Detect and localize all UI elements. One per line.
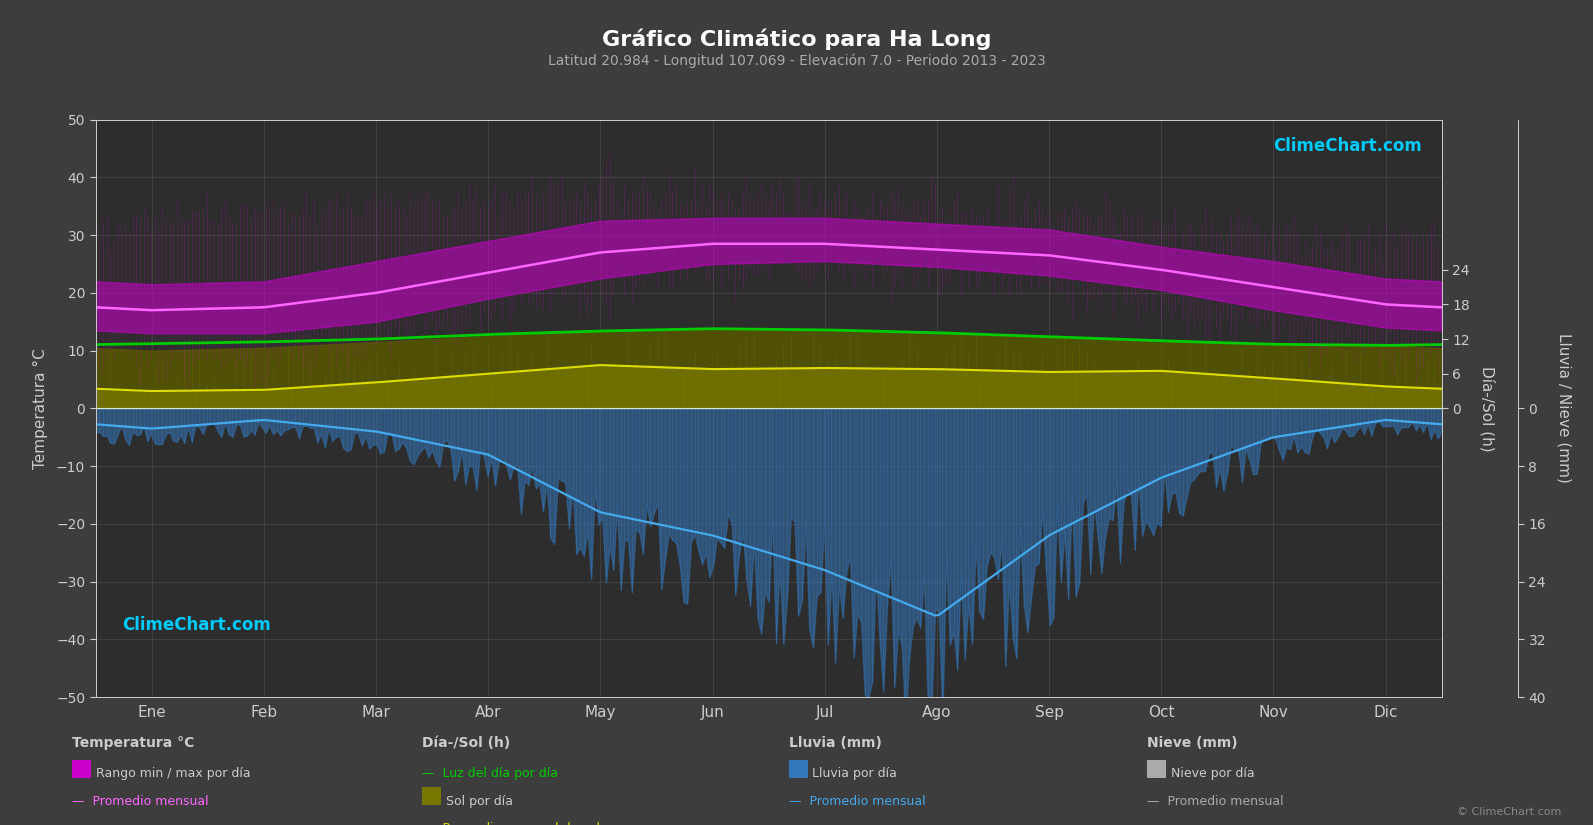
Text: Temperatura °C: Temperatura °C [72, 736, 194, 750]
Y-axis label: Lluvia / Nieve (mm): Lluvia / Nieve (mm) [1556, 333, 1571, 483]
Text: —  Promedio mensual de sol: — Promedio mensual de sol [422, 822, 601, 825]
Text: —  Luz del día por día: — Luz del día por día [422, 767, 558, 780]
Text: Lluvia (mm): Lluvia (mm) [789, 736, 881, 750]
Text: © ClimeChart.com: © ClimeChart.com [1456, 807, 1561, 817]
Text: —  Promedio mensual: — Promedio mensual [1147, 794, 1284, 808]
Text: Lluvia por día: Lluvia por día [812, 767, 897, 780]
Text: Nieve por día: Nieve por día [1171, 767, 1254, 780]
Text: Rango min / max por día: Rango min / max por día [96, 767, 250, 780]
Text: —  Promedio mensual: — Promedio mensual [789, 794, 926, 808]
Text: ClimeChart.com: ClimeChart.com [1273, 137, 1421, 155]
Text: Día-/Sol (h): Día-/Sol (h) [422, 736, 510, 750]
Y-axis label: Día-/Sol (h): Día-/Sol (h) [1480, 365, 1494, 451]
Text: Gráfico Climático para Ha Long: Gráfico Climático para Ha Long [602, 29, 991, 50]
Text: Nieve (mm): Nieve (mm) [1147, 736, 1238, 750]
Text: Sol por día: Sol por día [446, 794, 513, 808]
Text: Latitud 20.984 - Longitud 107.069 - Elevación 7.0 - Periodo 2013 - 2023: Latitud 20.984 - Longitud 107.069 - Elev… [548, 54, 1045, 68]
Text: ClimeChart.com: ClimeChart.com [123, 615, 271, 634]
Text: —  Promedio mensual: — Promedio mensual [72, 794, 209, 808]
Y-axis label: Temperatura °C: Temperatura °C [32, 348, 48, 469]
